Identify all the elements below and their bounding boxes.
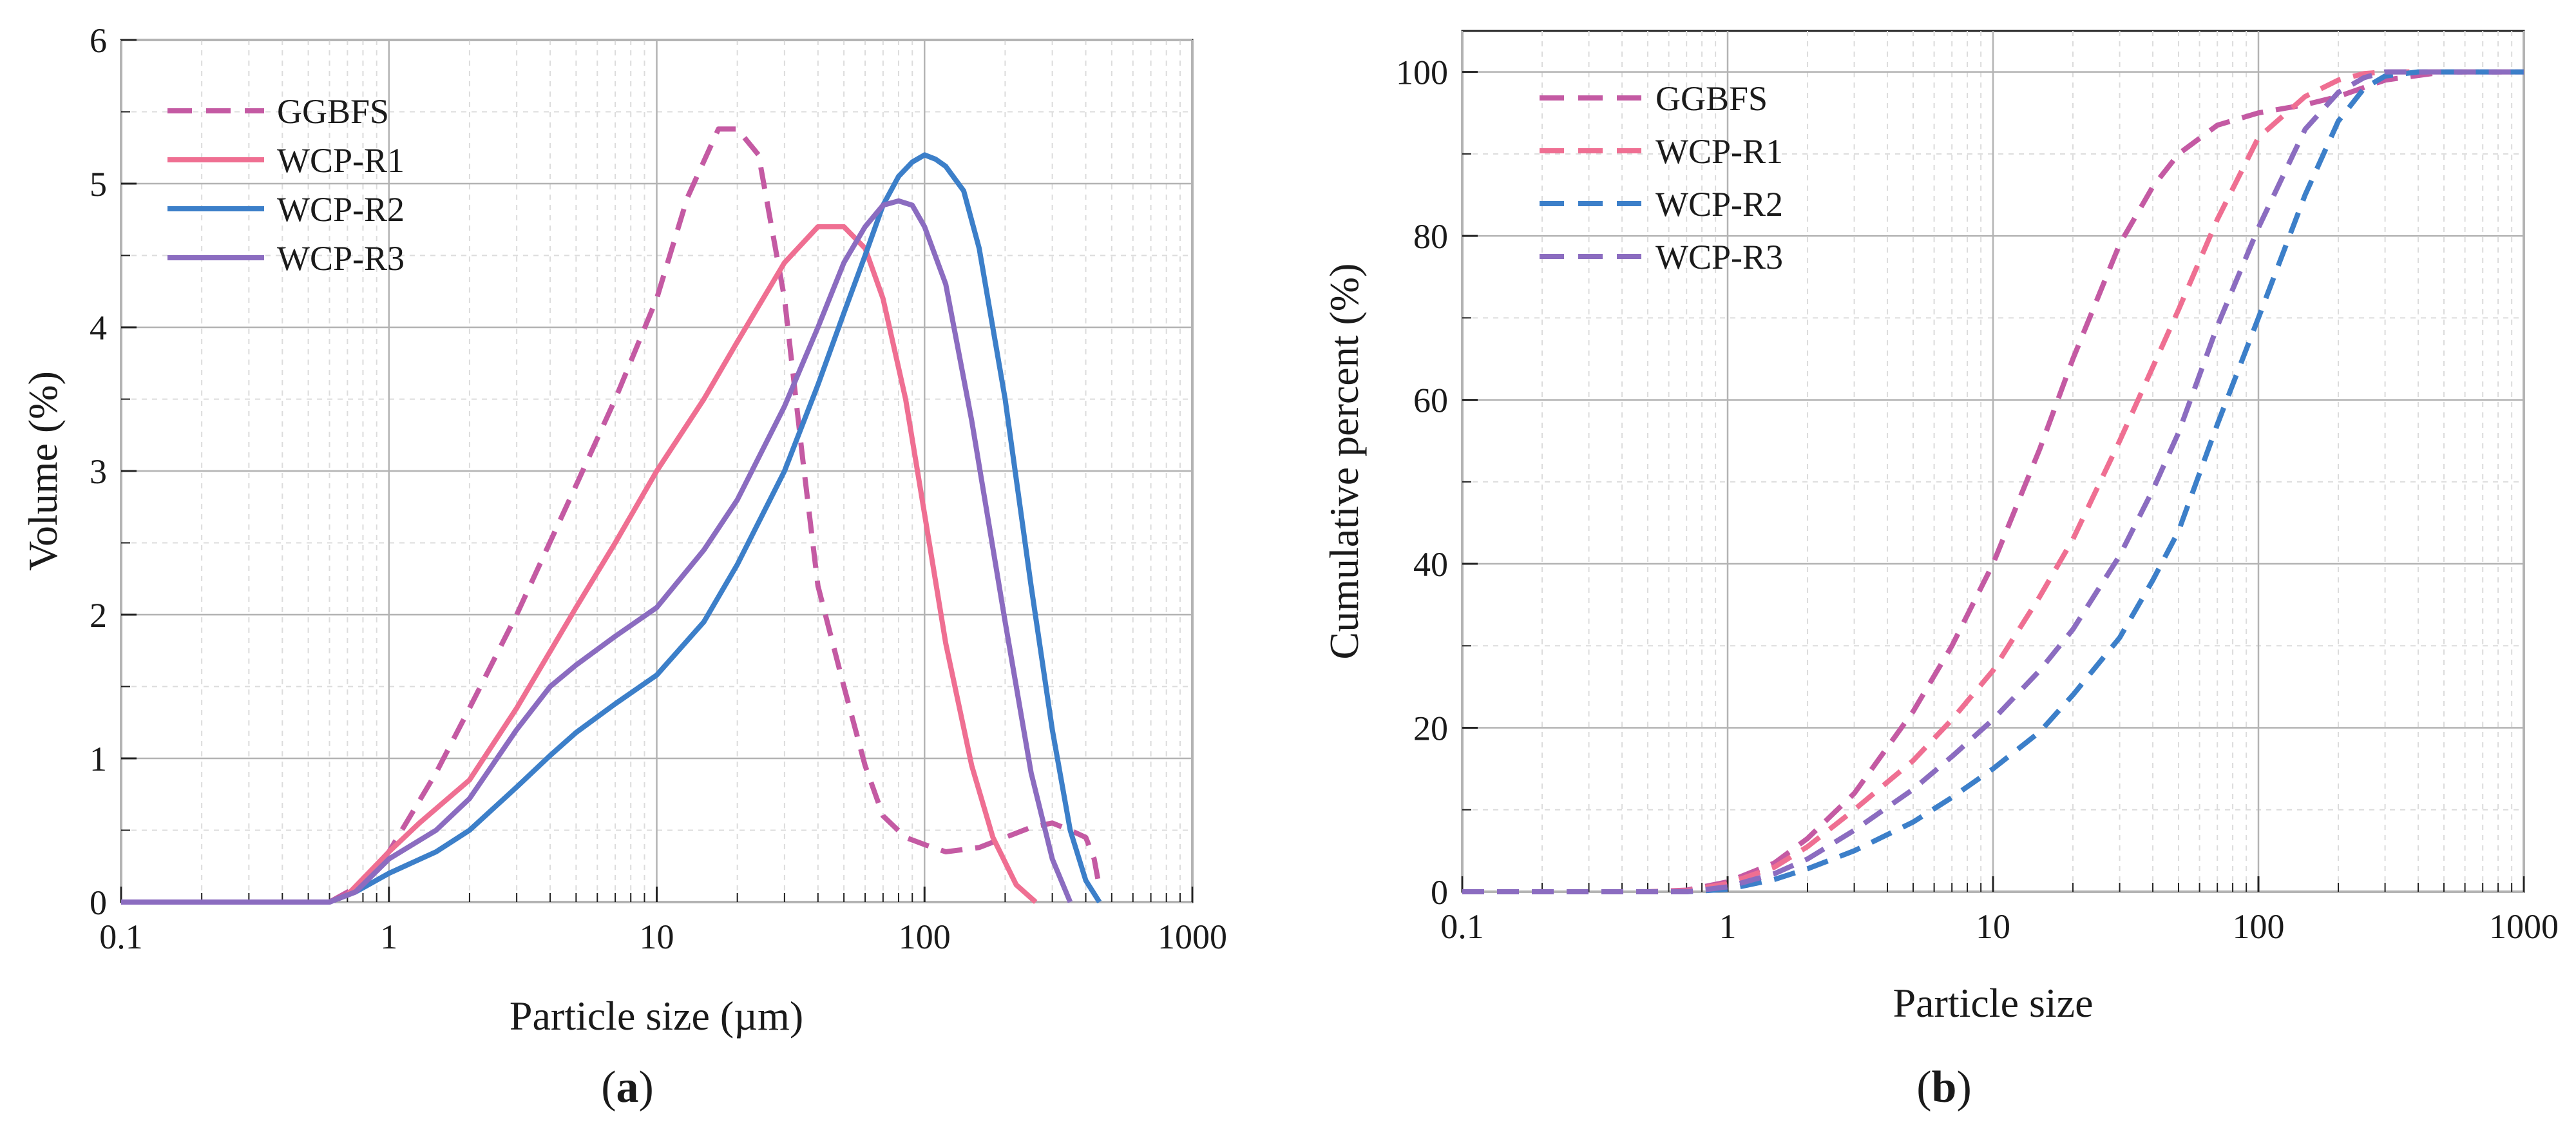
- panel-b-legend-label: WCP-R2: [1655, 185, 1783, 224]
- panel-b-x-tick-label: 0.1: [1440, 907, 1484, 946]
- panel-a-y-tick-label: 2: [90, 596, 107, 635]
- panel-a-y-tick-label: 6: [90, 21, 107, 60]
- panel-b-caption-letter: b: [1932, 1062, 1957, 1112]
- panel-a-legend-label: GGBFS: [277, 92, 389, 131]
- panel-b-series-line-wcp-r2: [1462, 69, 2524, 894]
- panel-a-legend-label: WCP-R2: [277, 190, 405, 229]
- panel-a-series-line-wcp-r1: [121, 224, 1038, 905]
- panel-a-caption-letter: a: [616, 1062, 639, 1112]
- panel-b-x-tick-label: 100: [2233, 907, 2285, 946]
- panel-a-x-axis-title: Particle size (µm): [510, 993, 803, 1039]
- panel-a-legend: GGBFS WCP-R1 WCP-R2 WCP-R3: [167, 92, 405, 278]
- panel-a-y-tick-label: 5: [90, 165, 107, 204]
- panel-a-y-axis-title: Volume (%): [20, 371, 66, 571]
- panel-a-caption: (a): [601, 1062, 654, 1112]
- panel-a-x-tick-label: 1000: [1158, 918, 1227, 956]
- panel-a-legend-label: WCP-R1: [277, 141, 405, 180]
- panel-a-x-tick-label: 0.1: [99, 918, 143, 956]
- panel-a-x-tick-label: 100: [899, 918, 951, 956]
- panel-b-y-tick-label: 40: [1413, 545, 1448, 584]
- panel-b-series-line-wcp-r3: [1462, 69, 2524, 894]
- panel-b-y-tick-label: 80: [1413, 217, 1448, 256]
- panel-a-y-tick-label: 4: [90, 309, 107, 347]
- panel-a-y-tick-label: 0: [90, 883, 107, 922]
- panel-a-y-tick-label: 3: [90, 452, 107, 491]
- panel-b-series: [1462, 69, 2524, 894]
- panel-b-x-axis-title: Particle size: [1893, 980, 2094, 1026]
- panel-a-series-line-wcp-r3: [121, 198, 1073, 905]
- panel-a-volume-chart: 0.1 1 10 100 1000 0 1 2 3 4 5 6 GGBFS WCP-R1 WCP-R2 WC…: [20, 21, 1227, 1112]
- panel-b-ticks: 0.1 1 10 100 1000 0 20 40 60 80 100: [1396, 53, 2559, 946]
- panel-a-series-line-ggbfs: [121, 126, 1102, 905]
- panel-a-x-tick-label: 10: [640, 918, 674, 956]
- panel-b-y-tick-label: 0: [1431, 873, 1448, 912]
- panel-a-y-tick-label: 1: [90, 740, 107, 778]
- panel-b-x-tick-label: 1000: [2489, 907, 2559, 946]
- panel-b-legend: GGBFS WCP-R1 WCP-R2 WCP-R3: [1540, 79, 1783, 276]
- panel-b-cumulative-chart: 0.1 1 10 100 1000 0 20 40 60 80 100 GGBFS WCP-R1 WCP…: [1321, 30, 2559, 1112]
- panel-b-caption: (b): [1916, 1062, 1972, 1112]
- panel-b-legend-label: GGBFS: [1655, 79, 1768, 118]
- panel-b-legend-label: WCP-R3: [1655, 238, 1783, 276]
- panel-a-series-line-wcp-r2: [121, 152, 1102, 905]
- panel-b-x-tick-label: 10: [1976, 907, 2010, 946]
- panel-a-x-tick-label: 1: [380, 918, 397, 956]
- panel-b-legend-label: WCP-R1: [1655, 132, 1783, 171]
- panel-b-series-line-wcp-r1: [1462, 69, 2524, 894]
- panel-b-x-tick-label: 1: [1719, 907, 1737, 946]
- panel-b-y-tick-label: 60: [1413, 381, 1448, 420]
- panel-b-y-tick-label: 100: [1396, 53, 1448, 92]
- panel-a-series: [121, 126, 1102, 905]
- panel-a-legend-label: WCP-R3: [277, 239, 405, 278]
- panel-b-y-tick-label: 20: [1413, 709, 1448, 748]
- panel-b-y-axis-title: Cumulative percent (%): [1321, 264, 1367, 660]
- panel-b-series-line-ggbfs: [1462, 69, 2524, 894]
